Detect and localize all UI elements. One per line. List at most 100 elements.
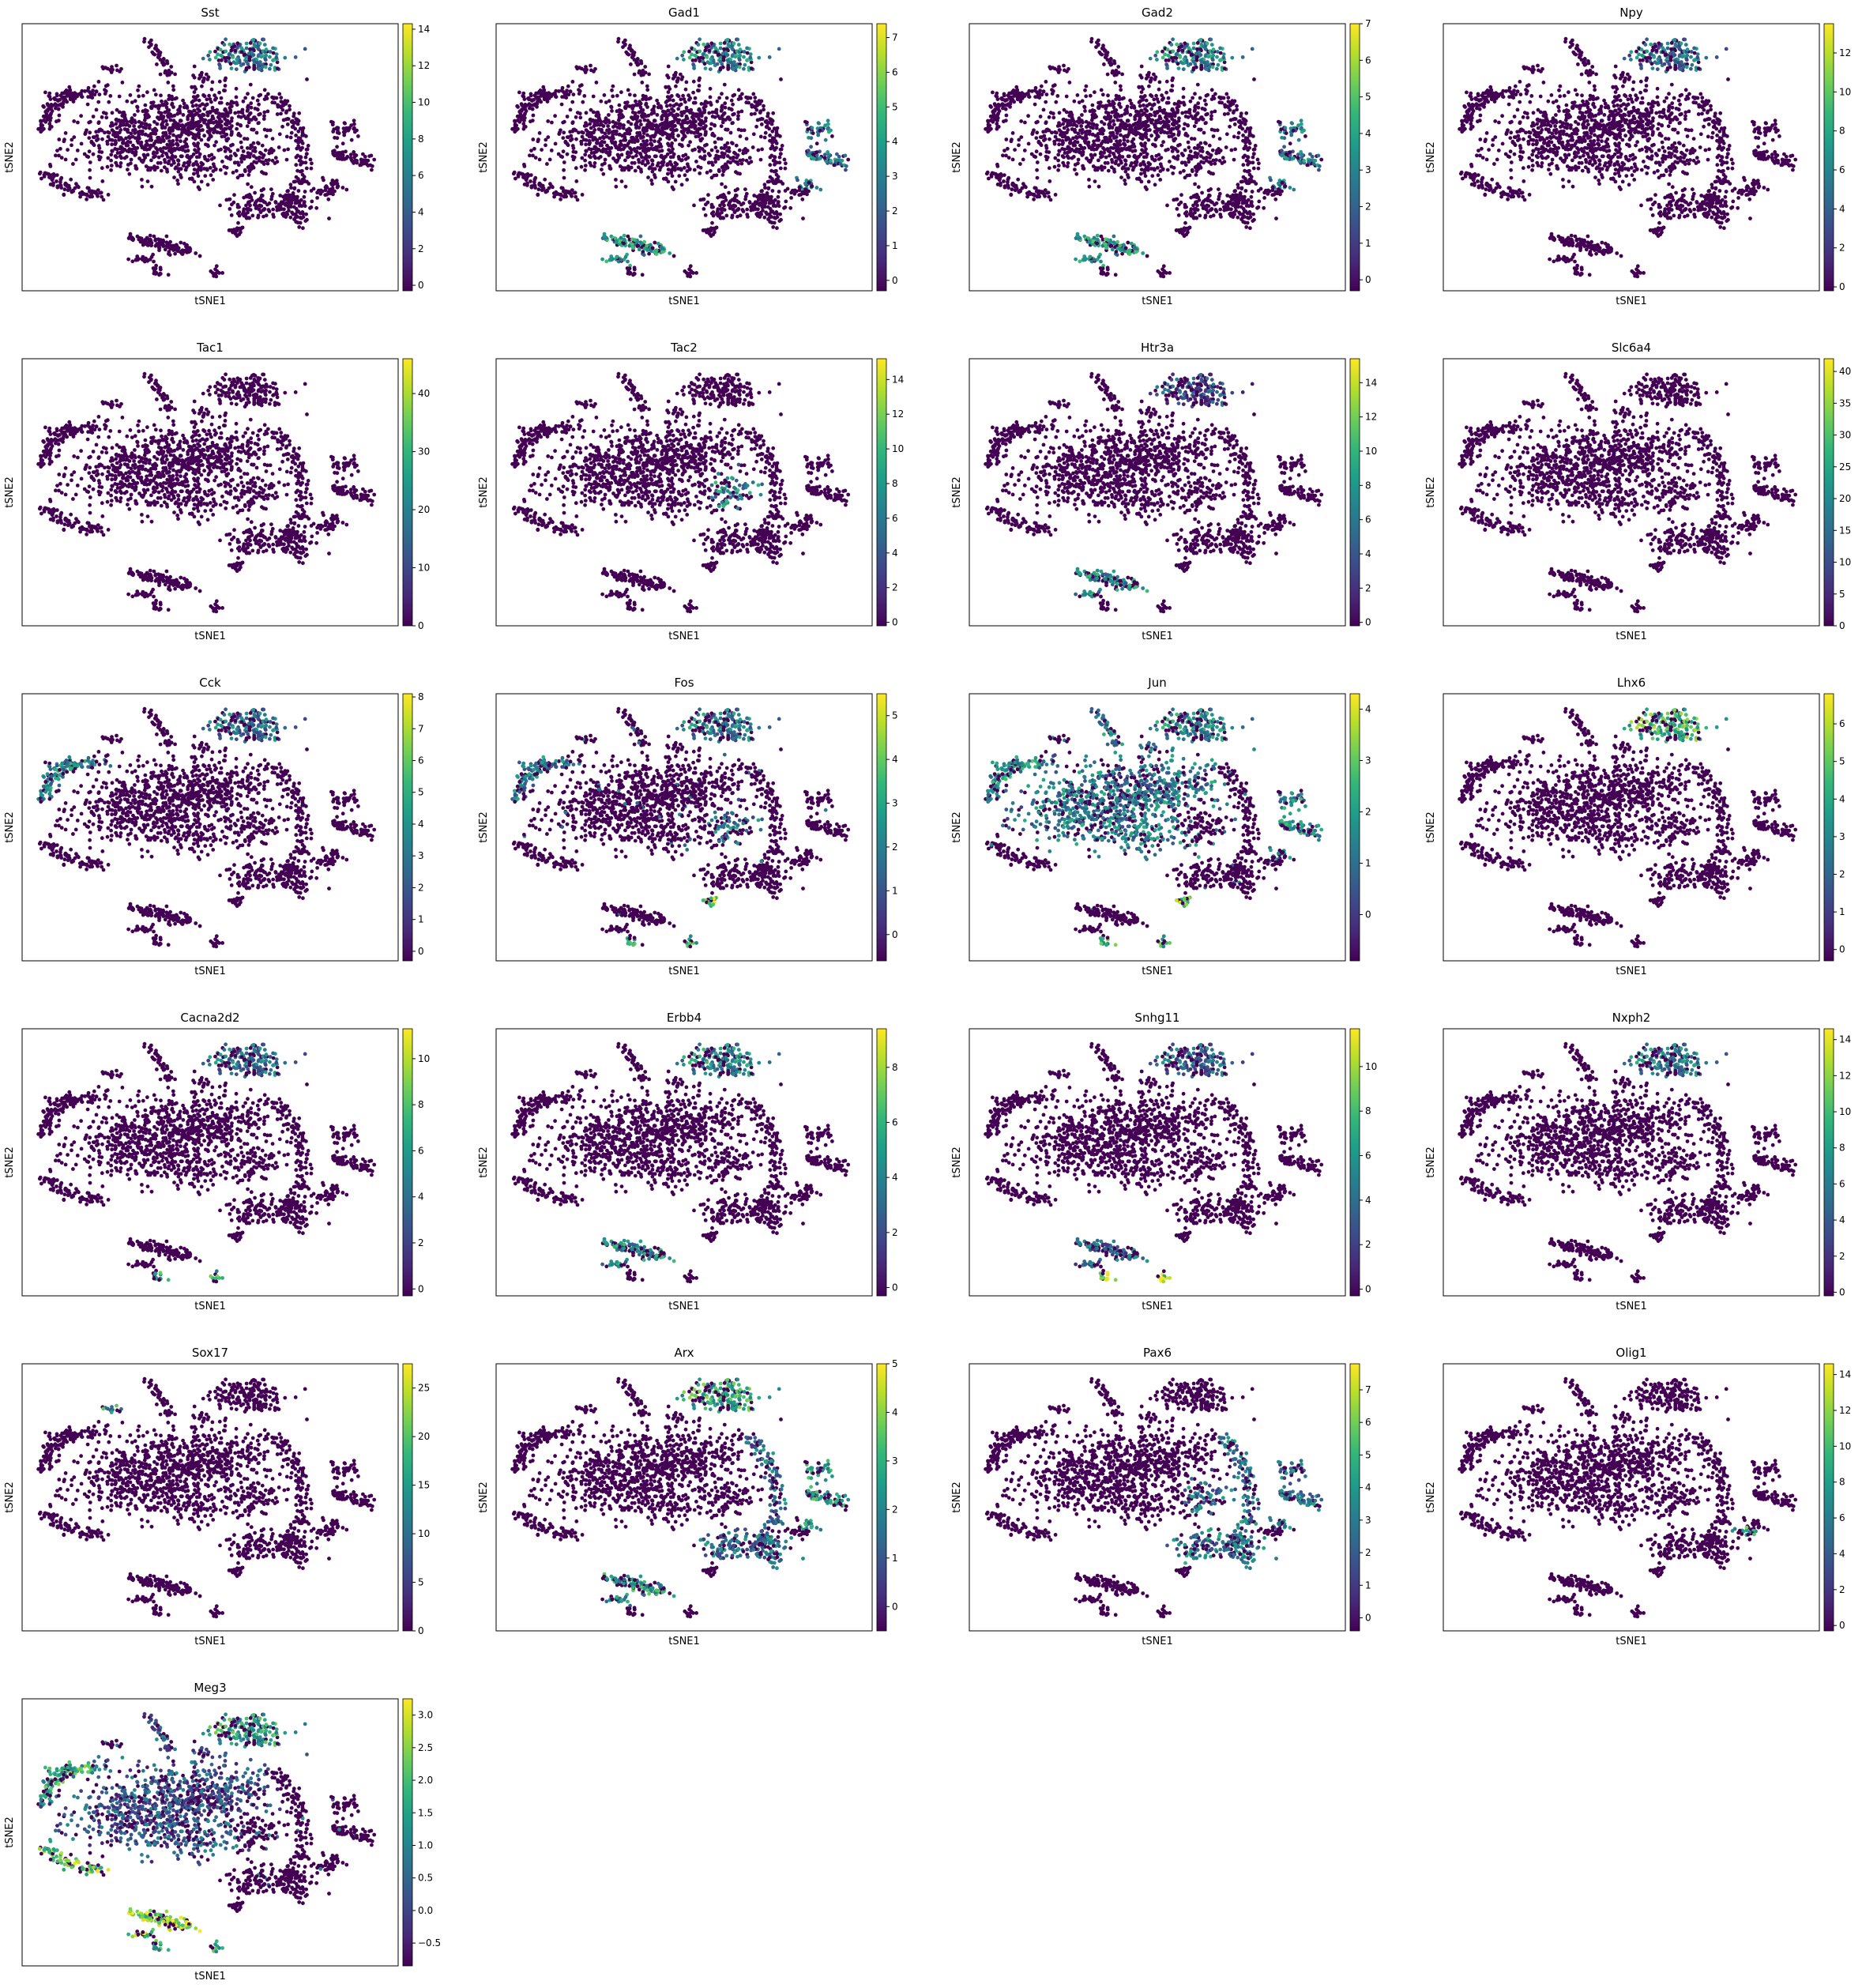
cell-point (336, 184, 340, 188)
cell-point (214, 56, 218, 60)
cell-point (38, 171, 42, 175)
cell-point (727, 43, 731, 47)
cell-point (209, 269, 213, 273)
cell-point (149, 234, 152, 238)
cell-point (248, 204, 252, 208)
cell-point (150, 185, 154, 189)
cell-point (286, 148, 290, 152)
cell-point (305, 167, 309, 171)
cell-point (150, 255, 154, 259)
cell-point (333, 154, 337, 158)
cell-point (277, 145, 281, 149)
cell-point (115, 118, 118, 122)
cell-point (213, 144, 216, 148)
cell-point (349, 152, 353, 156)
cell-point (249, 41, 253, 45)
cell-point (168, 131, 172, 135)
cell-point (197, 133, 201, 137)
cell-point (303, 195, 307, 199)
cell-point (172, 175, 176, 179)
cell-point (263, 128, 267, 132)
cell-point (172, 147, 176, 151)
cell-point (197, 166, 201, 170)
cell-point (230, 202, 234, 206)
cell-point (210, 117, 214, 121)
cell-point (92, 152, 96, 156)
cell-point (196, 94, 200, 98)
cell-point (52, 172, 56, 176)
cell-point (258, 60, 262, 64)
cell-point (202, 134, 206, 137)
cell-point (119, 161, 123, 165)
cell-point (263, 43, 267, 47)
cell-point (191, 73, 195, 77)
cell-point (85, 186, 89, 190)
cell-point (254, 160, 258, 164)
cell-point (88, 130, 92, 134)
cell-point (54, 102, 58, 106)
cell-point (95, 108, 99, 112)
cell-point (145, 90, 149, 94)
cell-point (315, 196, 319, 200)
cell-point (372, 158, 376, 162)
panel-gad1: Gad1tSNE1tSNE201234567 (478, 6, 898, 307)
cell-point (157, 111, 161, 115)
cell-point (738, 58, 742, 62)
cell-point (236, 212, 240, 216)
cell-point (262, 153, 266, 157)
cell-point (288, 104, 292, 108)
cell-point (719, 42, 723, 46)
cell-point (249, 152, 253, 156)
cell-point (219, 168, 223, 172)
cell-point (164, 152, 168, 156)
cell-point (167, 111, 171, 115)
cell-point (118, 70, 122, 73)
cell-point (165, 136, 169, 140)
cell-point (71, 162, 75, 166)
cell-point (175, 126, 179, 130)
cell-point (287, 117, 291, 121)
cell-point (224, 37, 228, 41)
cell-point (745, 47, 749, 51)
cell-point (264, 54, 268, 58)
cell-point (271, 208, 275, 212)
colorbar-tick-label: 10 (418, 97, 430, 108)
cell-point (92, 135, 96, 139)
cell-point (145, 140, 149, 144)
cell-point (179, 173, 182, 177)
cell-point (154, 146, 158, 150)
cell-point (235, 169, 239, 173)
cell-point (260, 189, 264, 193)
cell-point (49, 111, 53, 115)
cell-point (100, 166, 104, 170)
colorbar-tick-label: 12 (418, 60, 430, 71)
cell-point (108, 94, 112, 98)
cell-point (252, 141, 256, 145)
cell-point (229, 62, 233, 66)
cell-point (163, 111, 167, 115)
cell-point (167, 149, 171, 152)
cell-point (107, 100, 111, 104)
cell-point (246, 183, 250, 186)
cell-point (164, 100, 167, 104)
cell-point (87, 121, 91, 125)
cell-point (190, 124, 194, 128)
cell-point (285, 190, 289, 194)
cell-point (127, 172, 131, 176)
cell-point (236, 160, 240, 164)
cell-point (134, 99, 137, 103)
cell-point (126, 168, 130, 171)
panel-title: Gad1 (668, 6, 700, 20)
cell-point (183, 149, 187, 153)
cell-point (230, 116, 234, 120)
cell-point (249, 101, 253, 105)
cell-point (294, 216, 298, 220)
cell-point (156, 243, 160, 247)
cell-point (208, 50, 212, 54)
cell-point (69, 97, 73, 101)
cell-point (344, 129, 348, 133)
cell-point (47, 175, 51, 179)
cell-point (133, 113, 137, 117)
cell-point (242, 62, 246, 66)
